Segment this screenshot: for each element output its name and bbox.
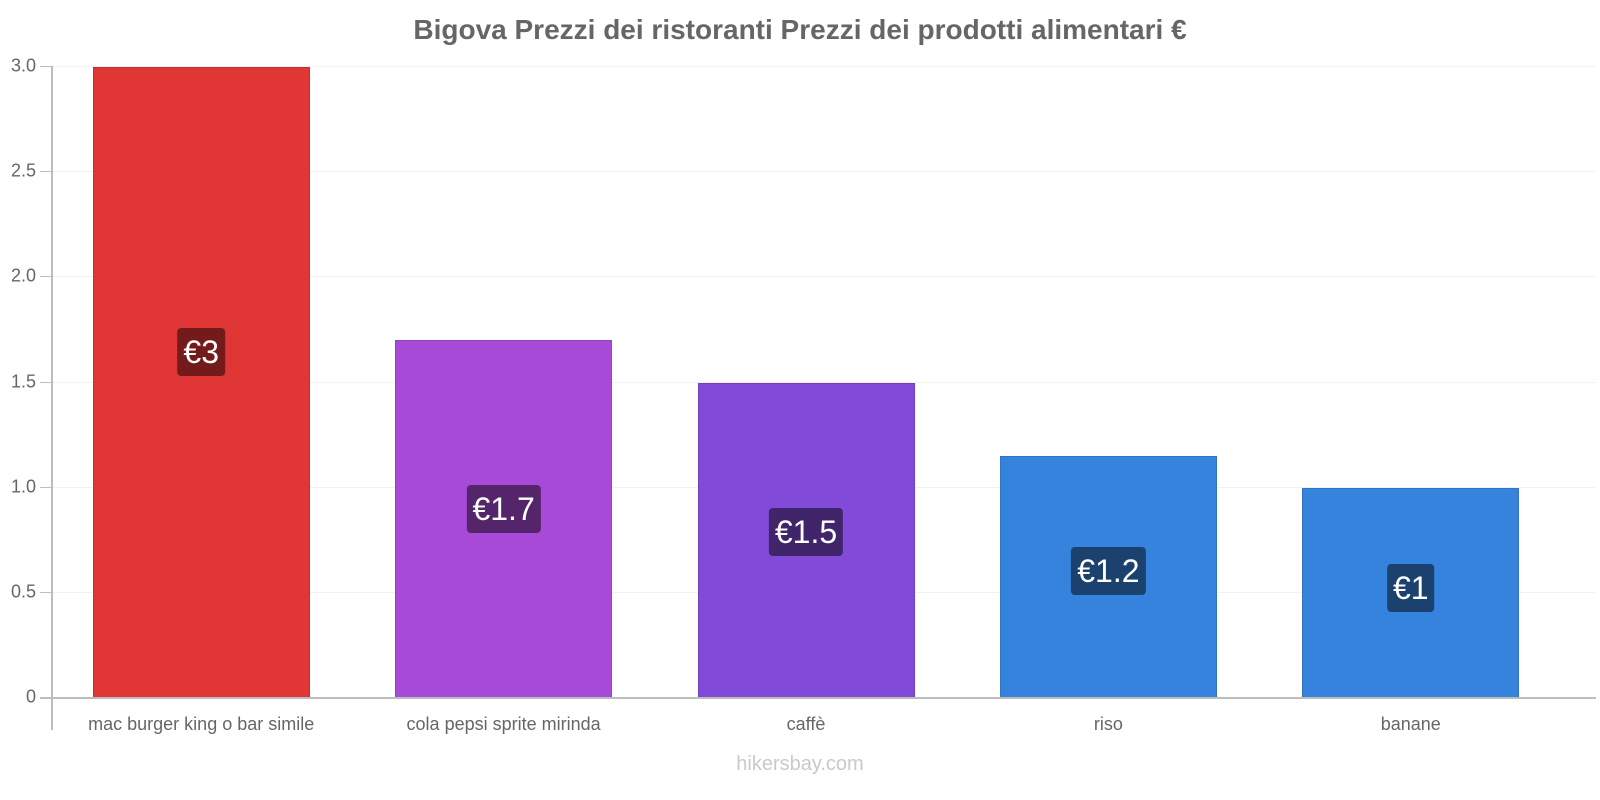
y-tick-label: 0.5 <box>10 581 36 602</box>
gridline <box>52 171 1596 173</box>
watermark: hikersbay.com <box>736 753 864 775</box>
x-tick-label: cola pepsi sprite mirinda <box>406 714 601 734</box>
gridline <box>52 276 1596 278</box>
bar-value-label: €1.5 <box>768 507 844 556</box>
y-tick-label: 3.0 <box>10 55 36 76</box>
y-tick-mark <box>40 66 52 67</box>
x-tick-label: riso <box>1093 714 1123 734</box>
bar-value-label: €1.2 <box>1071 546 1146 595</box>
bar-value-label: €3 <box>177 328 225 376</box>
y-tick-label: 1.0 <box>10 476 36 497</box>
x-tick-label: mac burger king o bar simile <box>88 714 315 734</box>
bar[interactable]: €1.7 <box>395 340 613 698</box>
x-tick-label: banane <box>1380 714 1441 734</box>
bar[interactable]: €1.5 <box>697 382 915 698</box>
y-tick-mark <box>40 276 52 278</box>
x-tick-label: caffè <box>786 714 826 734</box>
bar[interactable]: €1.2 <box>999 456 1217 698</box>
bar[interactable]: €3 <box>92 67 310 698</box>
gridline <box>52 381 1596 383</box>
y-tick-mark <box>40 697 52 698</box>
y-tick-mark <box>40 381 52 383</box>
plot-area: €3 €1.7 €1.5 €1.2 €1 <box>52 66 1596 698</box>
y-tick-label: 2.5 <box>10 160 36 181</box>
y-tick-mark <box>40 171 52 173</box>
chart-title: Bigova Prezzi dei ristoranti Prezzi dei … <box>413 14 1187 45</box>
x-axis-line <box>40 697 1596 699</box>
y-tick-mark <box>40 486 52 488</box>
gridline <box>52 66 1596 67</box>
bar[interactable]: €1 <box>1302 487 1520 698</box>
bar-value-label: €1.7 <box>466 485 541 534</box>
bar-value-label: €1 <box>1387 563 1435 612</box>
y-tick-label: 0 <box>25 686 36 707</box>
y-axis-line <box>51 66 53 730</box>
y-tick-label: 1.5 <box>10 371 36 391</box>
y-tick-label: 2.0 <box>10 265 36 286</box>
y-tick-mark <box>40 591 52 593</box>
